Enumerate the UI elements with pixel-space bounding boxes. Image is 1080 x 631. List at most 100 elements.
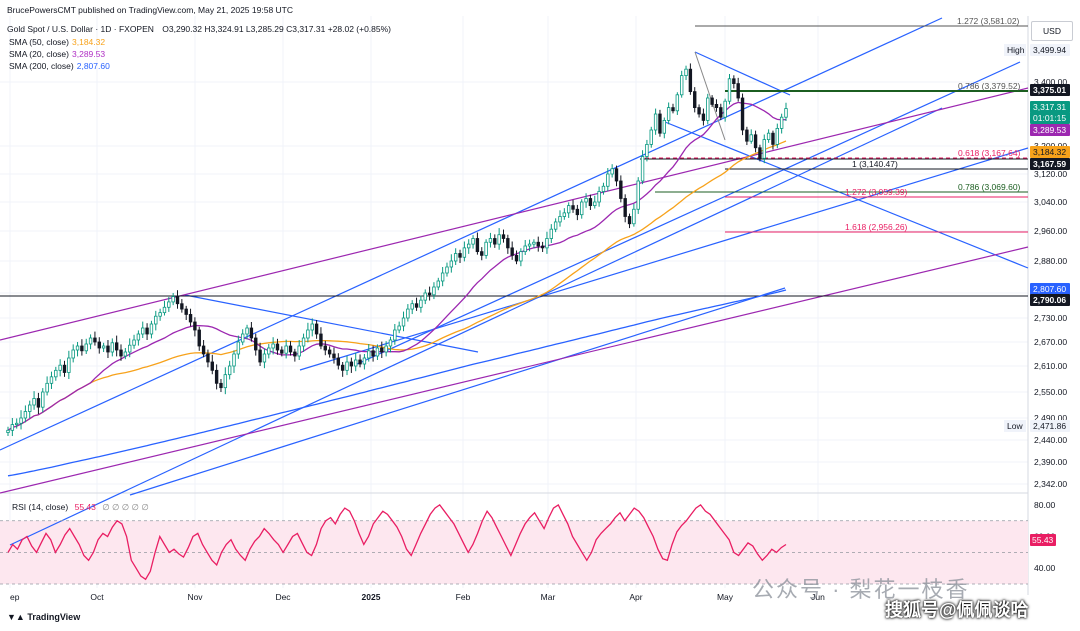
candle-body — [19, 417, 23, 424]
tradingview-icon: ▼▲ — [7, 612, 25, 622]
candle-body — [49, 376, 54, 384]
candle-body — [697, 107, 701, 115]
rsi-tick-label: 40.00 — [1034, 563, 1056, 573]
time-axis[interactable]: ep Oct Nov Dec 2025 Feb Mar Apr May Jun — [10, 592, 825, 602]
candle-body — [136, 333, 141, 341]
moving-averages — [7, 101, 787, 477]
symbol-name[interactable]: Gold Spot / U.S. Dollar · 1D · FXOPEN — [7, 24, 154, 34]
trendline — [184, 294, 479, 353]
price-tag-value: 3,184.32 — [1033, 147, 1066, 157]
candle-body — [532, 241, 536, 245]
price-tag-value: 3,317.31 — [1033, 102, 1066, 112]
candle-body — [149, 323, 154, 335]
sma-50-line — [7, 140, 787, 431]
candle-body — [406, 308, 410, 319]
candle-body — [41, 391, 45, 408]
rsi-legend[interactable]: RSI (14, close) 55.43 ∅ ∅ ∅ ∅ ∅ — [12, 502, 149, 513]
candle-body — [358, 359, 362, 365]
rsi-band — [0, 520, 1028, 584]
price-tick-label: 3,400.00 — [1034, 77, 1067, 87]
price-tag-bg — [1030, 283, 1070, 295]
candle-body — [232, 353, 236, 367]
candle-body — [210, 361, 214, 371]
grid — [0, 16, 1029, 595]
time-tick-label: Jun — [811, 592, 825, 602]
price-tag-bg — [1030, 84, 1070, 96]
candle-body — [775, 128, 780, 145]
time-tick-label: Dec — [275, 592, 291, 602]
trendline — [694, 51, 791, 96]
candle-body — [32, 398, 36, 406]
candle-body — [645, 144, 649, 157]
time-tick-label: Oct — [90, 592, 104, 602]
candle-body — [562, 212, 567, 217]
currency-button[interactable]: USD — [1031, 21, 1073, 41]
time-tick-label: Feb — [456, 592, 471, 602]
trendline — [354, 61, 1021, 366]
candle-body — [184, 308, 188, 315]
price-tag-name: High — [1007, 45, 1025, 55]
candle-body — [784, 108, 788, 118]
candle-body — [280, 349, 284, 354]
candle-body — [206, 353, 210, 363]
price-tick-label: 2,670.00 — [1034, 337, 1067, 347]
candle-body — [610, 168, 614, 175]
legend-sma50[interactable]: SMA (50, close) 3,184.32 — [9, 37, 105, 47]
price-tick-label: 2,390.00 — [1034, 457, 1067, 467]
candle-body — [132, 339, 136, 346]
tradingview-logo[interactable]: ▼▲ TradingView — [7, 612, 80, 622]
candle-body — [580, 201, 584, 216]
legend-sma200[interactable]: SMA (200, close) 2,807.60 — [9, 61, 110, 71]
candle-body — [427, 292, 432, 296]
candle-body — [362, 357, 367, 365]
watermark-line1: 公众号 · 梨花一枝香 — [752, 577, 970, 602]
candle-body — [371, 350, 375, 357]
rsi-value: 55.43 — [74, 502, 96, 512]
candle-body — [453, 253, 458, 262]
candle-body — [410, 303, 414, 310]
candle-body — [480, 251, 484, 256]
candle-body — [310, 323, 314, 331]
candle-body — [601, 185, 606, 192]
candle-body — [388, 339, 393, 347]
candle-body — [727, 78, 732, 102]
legend-label: SMA (50, close) — [9, 37, 69, 47]
rsi-tag-value: 55.43 — [1032, 535, 1054, 545]
candle-body — [401, 317, 406, 327]
candle-body — [575, 208, 580, 216]
candle-body — [501, 234, 506, 239]
candle-body — [123, 351, 128, 357]
candle-body — [714, 104, 719, 109]
candle-body — [345, 361, 349, 371]
candle-body — [219, 382, 223, 389]
candle-body — [262, 353, 267, 363]
candle-body — [145, 327, 149, 335]
rsi-line — [7, 503, 787, 581]
candle-body — [88, 337, 93, 345]
candle-body — [414, 303, 419, 308]
candle-body — [536, 241, 540, 247]
time-tick-label: Apr — [629, 592, 642, 602]
price-tick-label: 3,040.00 — [1034, 197, 1067, 207]
candle-body — [119, 349, 123, 357]
candle-body — [227, 365, 232, 376]
legend-label: SMA (200, close) — [9, 61, 74, 71]
candle-body — [523, 245, 527, 253]
candle-body — [614, 168, 619, 182]
trendline — [129, 287, 786, 496]
candle-body — [653, 113, 658, 131]
legend-value: 3,289.53 — [72, 49, 106, 59]
candle-body — [223, 374, 228, 389]
candle-body — [36, 398, 41, 408]
legend-sma20[interactable]: SMA (20, close) 3,289.53 — [9, 49, 105, 59]
candle-body — [301, 337, 306, 347]
candle-body — [393, 329, 397, 341]
time-tick-label: Nov — [187, 592, 203, 602]
price-tag-bg — [1030, 101, 1070, 113]
fib-label: 1.272 (3,059.39) — [845, 187, 908, 197]
candle-body — [462, 247, 467, 258]
candle-body — [671, 107, 675, 112]
candle-body — [693, 91, 697, 109]
candle-body — [640, 156, 645, 182]
